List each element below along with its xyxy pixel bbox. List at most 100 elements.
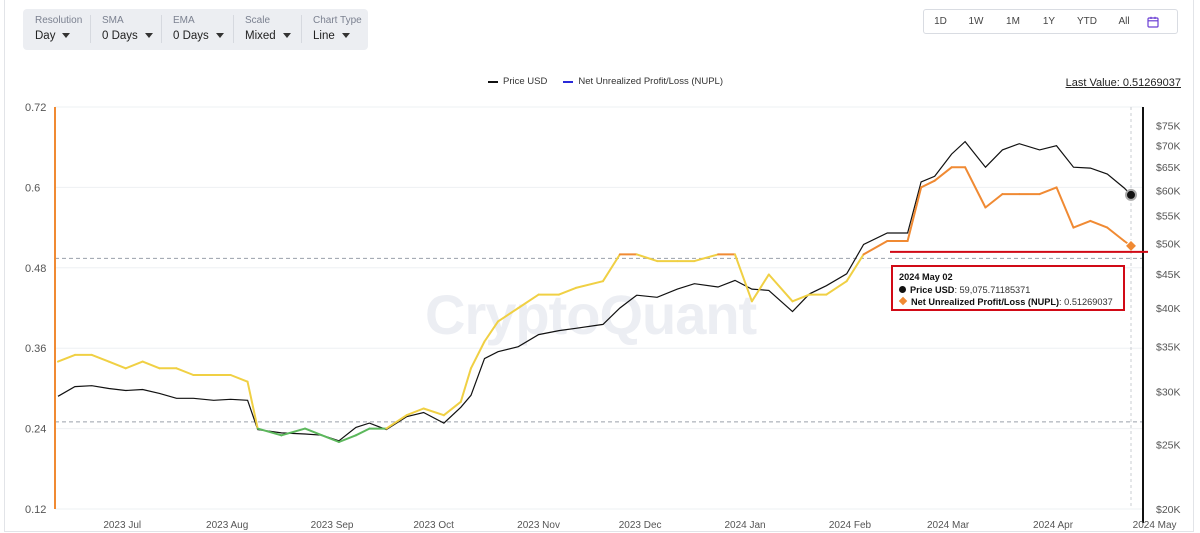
- tooltip-price-label: Price USD: [910, 284, 955, 295]
- tooltip-date: 2024 May 02: [899, 272, 953, 282]
- range-all-button[interactable]: All: [1118, 16, 1130, 27]
- nupl-segment: [557, 286, 577, 296]
- series-layer: [57, 140, 1132, 443]
- nupl-segment: [497, 307, 520, 323]
- sma-dropdown[interactable]: SMA 0 Days: [90, 9, 161, 50]
- range-ytd-button[interactable]: YTD: [1077, 16, 1097, 27]
- left-axis: 0.72 0.6 0.48 0.36 0.24 0.12: [25, 102, 56, 516]
- nupl-segment: [483, 320, 500, 343]
- nupl-segment: [321, 434, 340, 443]
- chevron-down-icon: [62, 33, 71, 38]
- x-tick-label: 2024 Feb: [829, 520, 872, 531]
- chart-panel: [4, 0, 1194, 532]
- nupl-segment: [422, 407, 445, 417]
- sma-label: SMA: [102, 15, 124, 26]
- nupl-hover-diamond: [1124, 239, 1138, 253]
- nupl-segment: [405, 407, 425, 417]
- x-tick-label: 2023 Nov: [517, 520, 560, 531]
- nupl-segment: [1055, 186, 1075, 229]
- nupl-segment: [862, 240, 889, 256]
- chart-type-value: Line: [313, 30, 335, 42]
- nupl-segment: [845, 253, 865, 283]
- nupl-segment: [57, 353, 76, 363]
- right-tick-label: $55K: [1156, 211, 1181, 223]
- scale-label: Scale: [245, 15, 271, 26]
- right-tick-label: $60K: [1156, 185, 1181, 197]
- tooltip-price-value: : 59,075.71185371: [954, 284, 1031, 295]
- legend-label-nupl: Net Unrealized Profit/Loss (NUPL): [578, 76, 724, 87]
- nupl-segment: [791, 293, 811, 303]
- ema-dropdown[interactable]: EMA 0 Days: [161, 9, 233, 50]
- reference-lines: [55, 257, 1143, 423]
- right-tick-label: $25K: [1156, 439, 1181, 451]
- hover-markers: [890, 107, 1148, 509]
- range-1w-button[interactable]: 1W: [968, 16, 984, 27]
- range-1y-button[interactable]: 1Y: [1042, 16, 1056, 27]
- x-tick-label: 2023 Sep: [311, 520, 354, 531]
- resolution-dropdown[interactable]: Resolution Day: [23, 9, 90, 50]
- right-tick-label: $50K: [1156, 238, 1181, 250]
- nupl-segment: [906, 186, 923, 242]
- calendar-button[interactable]: [1141, 10, 1165, 33]
- right-axis: $75K $70K $65K $60K $55K $50K $45K $40K $35K $30K…: [1142, 107, 1181, 523]
- scale-dropdown[interactable]: Scale Mixed: [233, 9, 301, 50]
- nupl-segment: [442, 400, 462, 417]
- nupl-segment: [385, 414, 408, 430]
- nupl-segment: [517, 293, 540, 309]
- price-dot-icon: [899, 285, 906, 293]
- nupl-segment: [337, 434, 357, 443]
- chevron-down-icon: [144, 33, 153, 38]
- left-tick-label: 0.6: [25, 182, 40, 194]
- ema-value: 0 Days: [173, 30, 209, 42]
- legend-item-price[interactable]: Price USD: [488, 76, 547, 87]
- resolution-value: Day: [35, 30, 56, 42]
- tooltip-nupl-value: : 0.51269037: [1059, 297, 1113, 307]
- nupl-segment: [767, 273, 794, 303]
- nupl-segment: [964, 166, 987, 209]
- left-tick-label: 0.48: [25, 263, 46, 275]
- right-tick-label: $45K: [1156, 269, 1181, 281]
- nupl-segment: [124, 360, 144, 370]
- x-axis: 2023 Jul 2023 Aug 2023 Sep 2023 Oct 2023 Nov…: [103, 520, 1176, 531]
- x-tick-label: 2024 Mar: [927, 520, 970, 531]
- nupl-segment: [693, 253, 720, 263]
- nupl-segment: [1038, 186, 1058, 196]
- legend-item-nupl[interactable]: Net Unrealized Profit/Loss (NUPL): [563, 76, 723, 87]
- nupl-diamond-icon: [898, 296, 908, 306]
- ema-label: EMA: [173, 15, 195, 26]
- nupl-segment: [984, 193, 1004, 209]
- chevron-down-icon: [282, 33, 291, 38]
- chart-type-dropdown[interactable]: Chart Type Line: [301, 9, 368, 50]
- left-tick-label: 0.36: [25, 343, 46, 355]
- range-selector: 1D 1W 1M 1Y YTD All: [923, 9, 1178, 34]
- nupl-segment: [246, 380, 259, 430]
- chart-type-label: Chart Type: [313, 15, 362, 26]
- nupl-segment: [175, 367, 195, 376]
- nupl-segment: [256, 427, 283, 437]
- chart-legend: Price USD Net Unrealized Profit/Loss (NU…: [488, 76, 723, 87]
- x-tick-label: 2023 Jul: [103, 520, 141, 531]
- nupl-segment: [1106, 226, 1126, 242]
- last-value-link[interactable]: Last Value: 0.51269037: [1065, 77, 1181, 89]
- x-tick-label: 2023 Oct: [413, 520, 454, 531]
- range-1m-button[interactable]: 1M: [1006, 16, 1020, 27]
- x-tick-label: 2023 Aug: [206, 520, 248, 531]
- nupl-segment: [107, 360, 127, 370]
- x-tick-label: 2024 Apr: [1033, 520, 1074, 531]
- right-tick-label: $20K: [1156, 504, 1181, 516]
- left-tick-label: 0.12: [25, 504, 46, 516]
- sma-value: 0 Days: [102, 30, 138, 42]
- chevron-down-icon: [341, 33, 350, 38]
- nupl-segment: [459, 367, 472, 403]
- nupl-segment: [574, 280, 604, 289]
- right-tick-label: $75K: [1156, 121, 1181, 133]
- chart-controls: Resolution Day SMA 0 Days EMA 0 Days Sca…: [23, 9, 368, 50]
- chevron-down-icon: [215, 33, 224, 38]
- nupl-segment: [304, 427, 324, 437]
- right-tick-label: $40K: [1156, 303, 1181, 315]
- hover-tooltip: 2024 May 02 Price USD: 59,075.71185371 N…: [891, 265, 1125, 311]
- nupl-segment: [920, 179, 936, 189]
- scale-value: Mixed: [245, 30, 276, 42]
- range-1d-button[interactable]: 1D: [934, 16, 947, 27]
